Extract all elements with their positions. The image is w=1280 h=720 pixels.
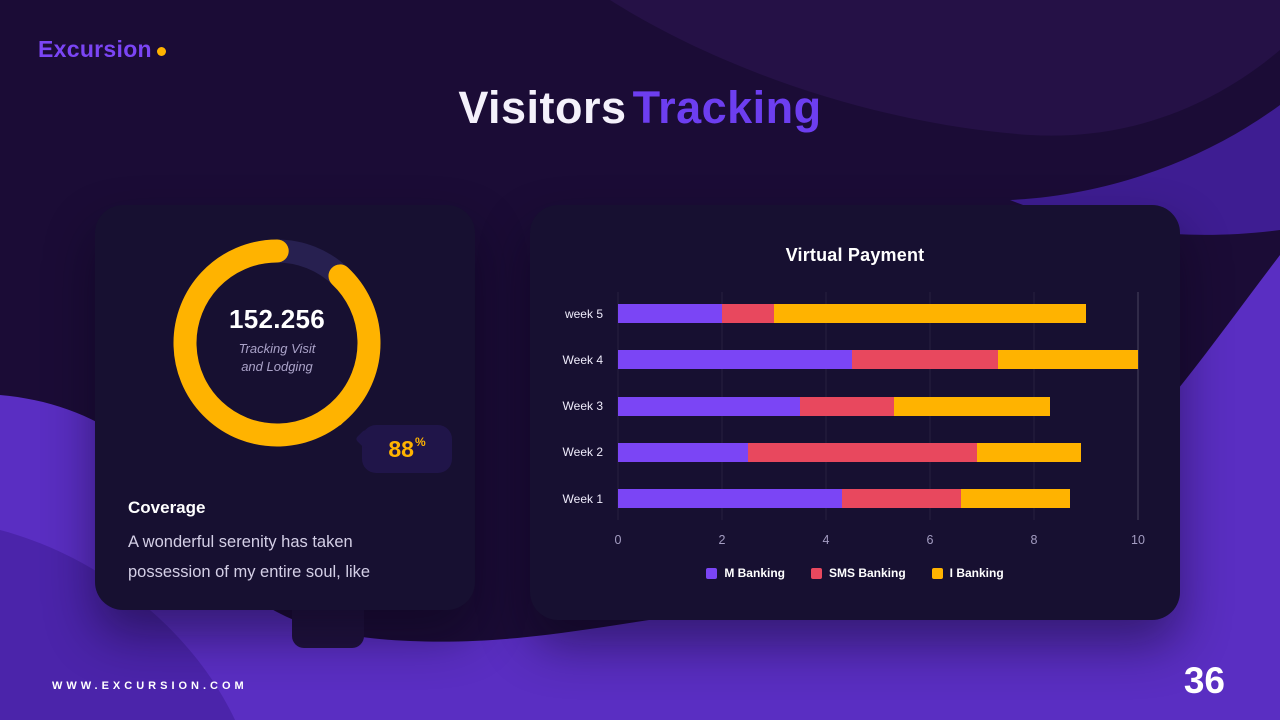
slide-title: Visitors Tracking — [0, 82, 1280, 134]
logo-text: Excursion — [38, 36, 152, 62]
bar-track — [618, 304, 1138, 323]
metric-label-line1: Tracking Visit — [238, 340, 316, 356]
category-label: Week 2 — [562, 445, 603, 460]
bar-segment-sms-banking — [748, 442, 977, 462]
bar-segment-sms-banking — [852, 350, 998, 370]
x-axis: 0 2 4 6 8 10 — [614, 533, 1145, 549]
bar-row: Week 4 — [563, 350, 1138, 370]
logo-dot-icon — [156, 47, 166, 56]
title-word-tracking: Tracking — [632, 82, 822, 133]
x-tick-label: 4 — [822, 533, 830, 547]
legend-swatch — [931, 567, 943, 579]
bar-segment-i-banking — [893, 396, 1050, 416]
legend-label: I Banking — [949, 566, 1004, 580]
legend-item: I Banking — [931, 566, 1004, 580]
category-label: Week 4 — [562, 352, 603, 367]
category-label: week 5 — [564, 306, 603, 321]
x-tick-label: 0 — [614, 533, 622, 547]
donut-svg — [173, 239, 381, 447]
x-tick-label: 6 — [926, 533, 934, 547]
x-tick-label: 8 — [1030, 533, 1038, 547]
page-number: 36 — [1183, 660, 1225, 701]
bar-track — [618, 350, 1138, 370]
bar-track — [618, 489, 1138, 508]
coverage-body: A wonderful serenity has taken possessio… — [128, 527, 448, 587]
bar-segment-i-banking — [774, 304, 1086, 323]
category-label: Week 3 — [562, 399, 603, 413]
bar-segment-sms-banking — [722, 304, 774, 323]
title-word-visitors: Visitors — [458, 82, 627, 133]
virtual-payment-card: Virtual Payment week 5 Week 4 Week 3 Week 2… — [530, 205, 1180, 620]
coverage-body-line1: A wonderful serenity has taken — [128, 533, 353, 551]
gridline — [1137, 292, 1139, 520]
legend-swatch — [706, 567, 718, 579]
bar-segment-i-banking — [961, 489, 1071, 508]
bar-segment-sms-banking — [800, 396, 894, 416]
chart-title: Virtual Payment — [785, 245, 925, 265]
bar-segment-m-banking — [618, 396, 800, 416]
chart-legend: M Banking SMS Banking I Banking — [530, 566, 1180, 580]
bar-segment-m-banking — [618, 350, 852, 370]
legend-label: M Banking — [724, 566, 785, 580]
bar-row: Week 3 — [563, 396, 1138, 416]
logo: Excursion — [38, 36, 166, 63]
bar-segment-m-banking — [618, 304, 722, 323]
bar-track — [618, 396, 1138, 416]
bar-segment-m-banking — [618, 489, 842, 508]
coverage-card: 152.256 Tracking Visit and Lodging 88% C… — [95, 205, 475, 610]
category-label: Week 1 — [562, 491, 603, 506]
metric-label-line2: and Lodging — [241, 359, 313, 374]
bar-row: Week 1 — [563, 489, 1138, 508]
donut-chart: 152.256 Tracking Visit and Lodging — [172, 238, 382, 448]
bar-segment-m-banking — [618, 442, 748, 462]
x-tick-label: 10 — [1131, 533, 1145, 547]
website-url: WWW.EXCURSION.COM — [52, 680, 248, 692]
bar-row: week 5 — [565, 304, 1138, 323]
badge-value: 88 — [388, 435, 414, 462]
bar-rows: week 5 Week 4 Week 3 Week 2 Week 1 — [563, 304, 1138, 508]
donut-center: 152.256 Tracking Visit and Lodging — [172, 235, 382, 445]
bar-track — [618, 442, 1138, 462]
bar-segment-i-banking — [976, 442, 1081, 462]
metric-value: 152.256 — [228, 303, 326, 334]
bar-segment-i-banking — [997, 350, 1138, 370]
x-tick-label: 2 — [718, 533, 726, 547]
legend-item: M Banking — [706, 566, 785, 580]
donut-progress — [173, 239, 381, 447]
legend-label: SMS Banking — [828, 566, 906, 580]
bar-row: Week 2 — [563, 442, 1138, 462]
coverage-heading: Coverage — [128, 498, 206, 517]
badge-unit: % — [414, 435, 426, 449]
bar-segment-sms-banking — [841, 489, 962, 508]
legend-swatch — [810, 567, 822, 579]
coverage-body-line2: possession of my entire soul, like — [128, 563, 371, 581]
metric-label: Tracking Visit and Lodging — [239, 340, 316, 376]
legend-item: SMS Banking — [810, 566, 906, 580]
percentage-badge: 88% — [362, 425, 452, 473]
